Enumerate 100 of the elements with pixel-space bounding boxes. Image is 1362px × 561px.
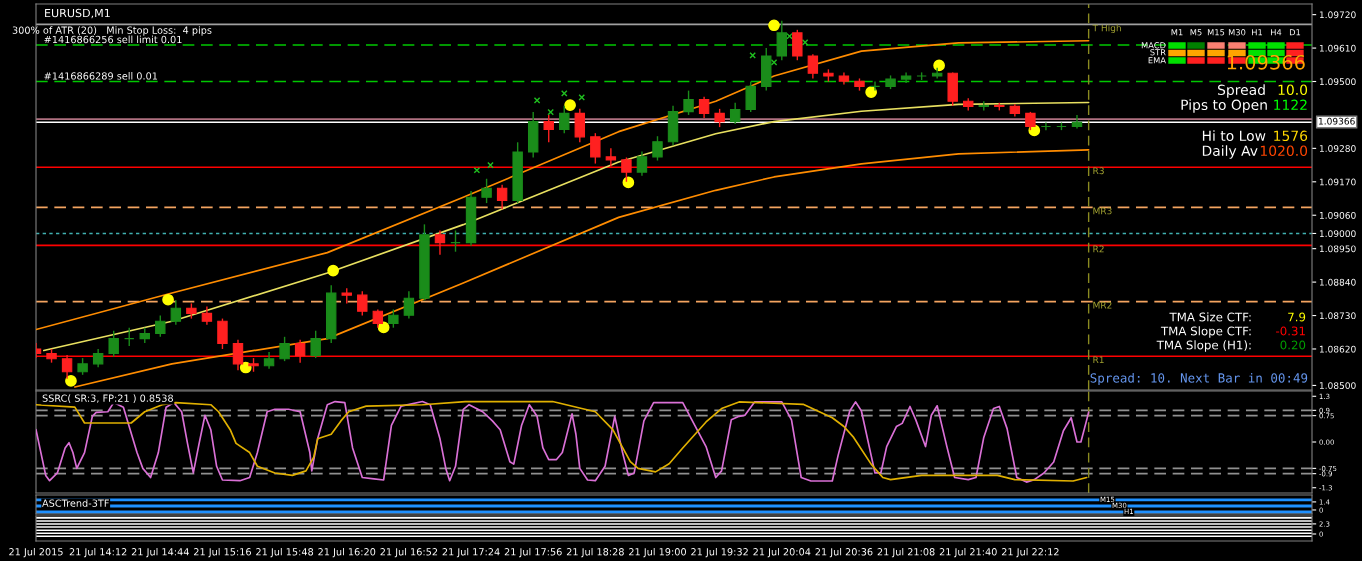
x-tick-label: 21 Jul 18:28 [566,547,624,558]
annotation: Spread: 10. Next Bar in 00:49 [1090,372,1308,386]
x-tick-label: 21 Jul 16:52 [380,547,438,558]
y-tick-label: 1.09170 [1319,178,1356,186]
candlestick [155,314,166,338]
candlestick [372,308,384,329]
candlestick [279,336,290,362]
candlestick [108,330,119,358]
y-tick-label: 1.08730 [1319,312,1356,320]
point [487,161,494,169]
point [768,19,780,32]
point [622,176,635,189]
candlestick [357,290,368,317]
annotation: 1020.0 [1260,145,1308,157]
candlestick [92,348,104,368]
y-tick-label: 1.09060 [1319,211,1356,219]
annotation: TMA Size CTF: [1169,312,1251,322]
x-tick-label: 21 Jul 20:36 [815,547,873,558]
point [578,94,586,101]
candlestick [807,53,819,80]
candlestick [729,102,741,125]
candlestick [434,229,446,256]
candlestick [201,305,213,326]
x-tick-label: 21 Jul 17:24 [442,547,500,558]
ref-line-label: T High [1092,24,1121,34]
candlestick [496,184,508,210]
x-tick-label: 21 Jul 21:40 [939,547,997,558]
ref-line-label: #1416866256 sell limit 0.01 [44,35,182,44]
annotation: M30 [1228,29,1246,36]
candlestick [559,105,570,134]
candlestick [1040,121,1052,131]
chart-title: ASCTrend-3TF [42,499,109,507]
candlestick [1071,114,1083,130]
candlestick [869,80,881,92]
candlestick [61,354,73,380]
point [865,86,877,98]
candlestick [652,135,663,162]
ref-line-label: R2 [1093,245,1104,253]
ref-line-label: R1 [1093,356,1104,364]
candlestick [450,229,461,253]
annotation: 1.09366 [1227,54,1305,70]
x-tick-label: 21 Jul 19:32 [691,547,748,558]
y-tick-label: 1.09720 [1319,11,1356,19]
annotation: 0.20 [1280,340,1306,350]
candlestick [605,147,617,168]
annotation: M5 [1190,29,1202,36]
point [327,264,339,277]
annotation: 1122 [1274,99,1307,110]
y-tick-label: 1.08620 [1319,345,1356,353]
candlestick [590,132,601,165]
point [933,59,945,72]
y-tick-label: 1.08840 [1319,278,1356,286]
x-tick-label: 21 Jul 21:08 [877,547,935,558]
point [564,99,576,112]
x-tick-label: 21 Jul 17:56 [504,547,562,558]
candlestick [683,89,694,116]
x-tick-label: 21 Jul 15:16 [194,547,251,558]
annotation: Spread [1218,84,1265,98]
candlestick [543,114,554,143]
candlestick [124,326,135,347]
annotation: 1576 [1274,130,1308,142]
x-tick-label: 21 Jul 15:48 [256,547,314,558]
annotation: M15 [1207,29,1225,36]
ref-line-label: #1416866289 sell 0.01 [44,72,158,80]
annotation: 300% of ATR (20) Min Stop Loss: 4 pips [12,26,212,36]
chart-title: SSRC( SR:3, FP:21 ) 0.8538 [42,394,173,403]
x-tick-label: 21 Jul 14:12 [69,547,127,558]
annotation: 7.9 [1288,312,1306,322]
annotation: STR [1150,49,1166,56]
candlestick [232,339,244,371]
annotation: TMA Slope (H1): [1156,340,1251,352]
point [560,90,568,97]
y-tick-label: 1.09000 [1319,230,1356,238]
y-tick-label: 1.08500 [1319,382,1356,389]
annotation: EMA [1148,57,1166,64]
text: 1.09366 [1318,117,1355,125]
x-tick-label: 21 Jul 19:00 [629,547,686,558]
point [473,166,481,174]
annotation: MACD [1141,42,1166,49]
annotation: Daily Av [1202,145,1258,159]
candlestick [481,178,492,204]
x-tick-label: 21 Jul 22:12 [1001,547,1059,558]
annotation: Hi to Low [1202,130,1266,142]
candlestick [403,290,415,320]
y-tick-label: 1.09280 [1319,145,1356,152]
annotation: H4 [1271,29,1282,36]
annotation: H1 [1252,29,1263,36]
ref-line-label: MR3 [1093,207,1112,215]
candlestick [170,299,182,326]
point [547,108,554,116]
point [533,97,541,104]
x-tick-label: 21 Jul 16:20 [318,547,376,558]
y-tick-label: 1.08950 [1319,245,1356,253]
annotation: 10.0 [1278,84,1308,96]
y-tick-label: 1.09610 [1319,44,1356,52]
point [65,375,77,387]
point [162,293,174,306]
candlestick [1025,111,1036,131]
candlestick [294,339,306,364]
ref-line-label: R3 [1093,167,1104,175]
